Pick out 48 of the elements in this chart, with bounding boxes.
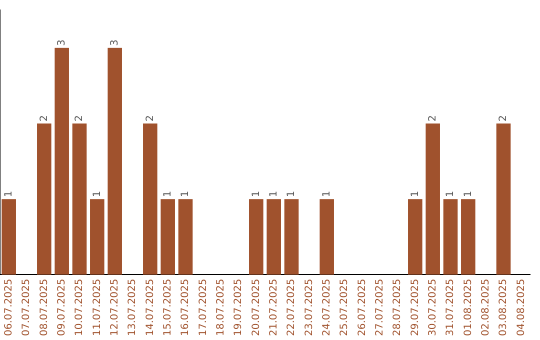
x-tick-label: 03.08.2025 — [498, 278, 510, 336]
x-tick-label: 25.07.2025 — [339, 278, 350, 336]
x-tick-label: 15.07.2025 — [162, 278, 174, 336]
x-tick-label: 17.07.2025 — [198, 278, 209, 336]
data-label: 1 — [286, 190, 298, 198]
x-tick-label: 16.07.2025 — [180, 278, 192, 336]
x-tick-label: 06.07.2025 — [3, 278, 14, 336]
data-label: 2 — [498, 115, 510, 122]
data-label: 1 — [250, 190, 262, 198]
x-tick-label: 09.07.2025 — [56, 278, 68, 336]
data-label: 1 — [462, 190, 474, 198]
x-tick-label: 04.08.2025 — [516, 278, 527, 336]
x-tick-label: 27.07.2025 — [374, 278, 386, 336]
data-label: 1 — [321, 190, 332, 198]
x-tick-label: 23.07.2025 — [304, 278, 315, 336]
data-label: 1 — [180, 190, 192, 198]
x-tick-label: 31.07.2025 — [445, 278, 456, 336]
x-tick-label: 28.07.2025 — [392, 278, 404, 336]
x-tick-label: 14.07.2025 — [144, 278, 156, 336]
data-label: 2 — [38, 115, 50, 122]
data-label: 1 — [92, 190, 103, 198]
x-tick-label: 19.07.2025 — [233, 278, 244, 336]
data-label: 3 — [56, 39, 68, 46]
data-label: 1 — [268, 190, 280, 198]
x-tick-label: 30.07.2025 — [427, 278, 438, 336]
x-tick-label: 29.07.2025 — [410, 278, 421, 336]
x-tick-label: 26.07.2025 — [356, 278, 368, 336]
x-tick-label: 01.08.2025 — [462, 278, 474, 336]
x-tick-label: 21.07.2025 — [268, 278, 280, 336]
data-label: 1 — [3, 190, 14, 198]
x-tick-label: 24.07.2025 — [321, 278, 332, 336]
x-tick-label: 13.07.2025 — [127, 278, 138, 336]
x-tick-label: 20.07.2025 — [250, 278, 262, 336]
x-tick-label: 02.08.2025 — [480, 278, 492, 336]
x-tick-label: 10.07.2025 — [74, 278, 86, 336]
data-label: 3 — [109, 39, 120, 46]
x-tick-label: 07.07.2025 — [21, 278, 32, 336]
data-label: 1 — [445, 190, 456, 198]
x-tick-label: 12.07.2025 — [109, 278, 120, 336]
x-tick-label: 08.07.2025 — [38, 278, 50, 336]
x-tick-label: 22.07.2025 — [286, 278, 298, 336]
data-label: 2 — [144, 115, 156, 122]
data-label: 2 — [427, 115, 438, 122]
data-label: 2 — [74, 115, 86, 122]
x-tick-label: 18.07.2025 — [215, 278, 226, 336]
data-label: 1 — [410, 190, 421, 198]
data-label: 1 — [162, 190, 174, 198]
x-tick-label: 11.07.2025 — [92, 278, 103, 336]
